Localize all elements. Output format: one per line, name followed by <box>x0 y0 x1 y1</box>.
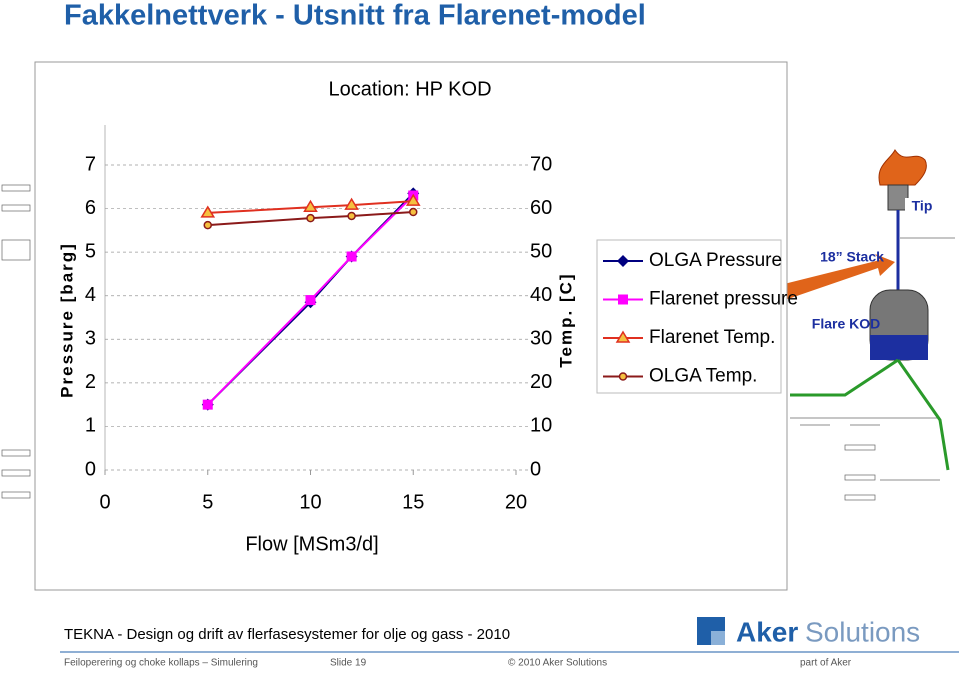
y2-tick-label: 70 <box>530 153 552 175</box>
series-line <box>207 194 414 406</box>
marker <box>346 251 357 262</box>
kod-liquid <box>870 335 928 360</box>
bottom-text: © 2010 Aker Solutions <box>508 658 607 669</box>
bottom-text: Slide 19 <box>330 658 367 669</box>
y-tick-label: 1 <box>85 415 96 437</box>
x-tick-label: 5 <box>202 491 213 513</box>
legend-label: OLGA Pressure <box>649 250 782 271</box>
x-tick-label: 10 <box>299 491 321 513</box>
marker <box>617 255 629 267</box>
marker <box>306 213 315 223</box>
legend-label: OLGA Temp. <box>649 366 757 387</box>
y2-tick-label: 60 <box>530 197 552 219</box>
bottom-text: Feiloperering og choke kollaps – Simuler… <box>64 658 258 669</box>
tip-box <box>905 198 941 216</box>
chart-title: Location: HP KOD <box>328 78 491 100</box>
series-line <box>207 211 414 227</box>
y2-axis-label: Temp. [C] <box>556 272 575 367</box>
logo-text: Aker <box>736 616 798 647</box>
background-diagram <box>1 184 955 501</box>
marker <box>202 399 213 410</box>
logo-mark <box>711 631 725 645</box>
flare-stack: Tip 18” Stack Flare KOD <box>780 149 950 471</box>
logo-text: Solutions <box>805 616 920 647</box>
series-line <box>207 200 414 214</box>
y-tick-label: 4 <box>85 284 96 306</box>
diagram-label: 18” Stack <box>820 249 884 265</box>
slide-title: Fakkelnettverk - Utsnitt fra Flarenet-mo… <box>64 0 646 32</box>
marker <box>347 211 356 221</box>
orange-arrow <box>780 254 895 300</box>
y-tick-label: 0 <box>85 458 96 480</box>
y2-tick-label: 30 <box>530 328 552 350</box>
footer: TEKNA - Design og drift av flerfasesyste… <box>64 626 510 643</box>
y-tick-label: 7 <box>85 153 96 175</box>
bottom-text: part of Aker <box>800 658 852 669</box>
marker <box>203 220 212 230</box>
marker <box>618 372 628 381</box>
marker <box>409 207 418 217</box>
x-tick-label: 15 <box>402 491 424 513</box>
marker <box>200 205 216 218</box>
y-tick-label: 2 <box>85 371 96 393</box>
marker <box>615 330 631 343</box>
y-tick-label: 5 <box>85 240 96 262</box>
x-tick-label: 0 <box>99 491 110 513</box>
y2-tick-label: 0 <box>530 458 541 480</box>
green-line <box>790 358 899 397</box>
marker <box>618 294 628 305</box>
diagram-label: Tip <box>912 198 933 214</box>
legend <box>596 239 782 394</box>
y2-tick-label: 40 <box>530 284 552 306</box>
y-tick-label: 6 <box>85 197 96 219</box>
marker <box>344 197 359 210</box>
marker <box>303 199 318 213</box>
y-axis-label: Pressure [barg] <box>57 242 76 398</box>
marker <box>405 193 421 206</box>
flame <box>878 149 927 186</box>
x-axis-label: Flow [MSm3/d] <box>245 533 378 555</box>
y2-tick-label: 20 <box>530 371 552 393</box>
marker <box>305 295 316 306</box>
y2-tick-label: 10 <box>530 415 552 437</box>
legend-label: Flarenet pressure <box>649 289 798 310</box>
y2-tick-label: 50 <box>530 240 552 262</box>
green-line <box>896 359 950 471</box>
y-tick-label: 3 <box>85 328 96 350</box>
diagram-label: Flare KOD <box>812 316 880 332</box>
legend-label: Flarenet Temp. <box>649 327 775 348</box>
x-tick-label: 20 <box>505 491 527 513</box>
